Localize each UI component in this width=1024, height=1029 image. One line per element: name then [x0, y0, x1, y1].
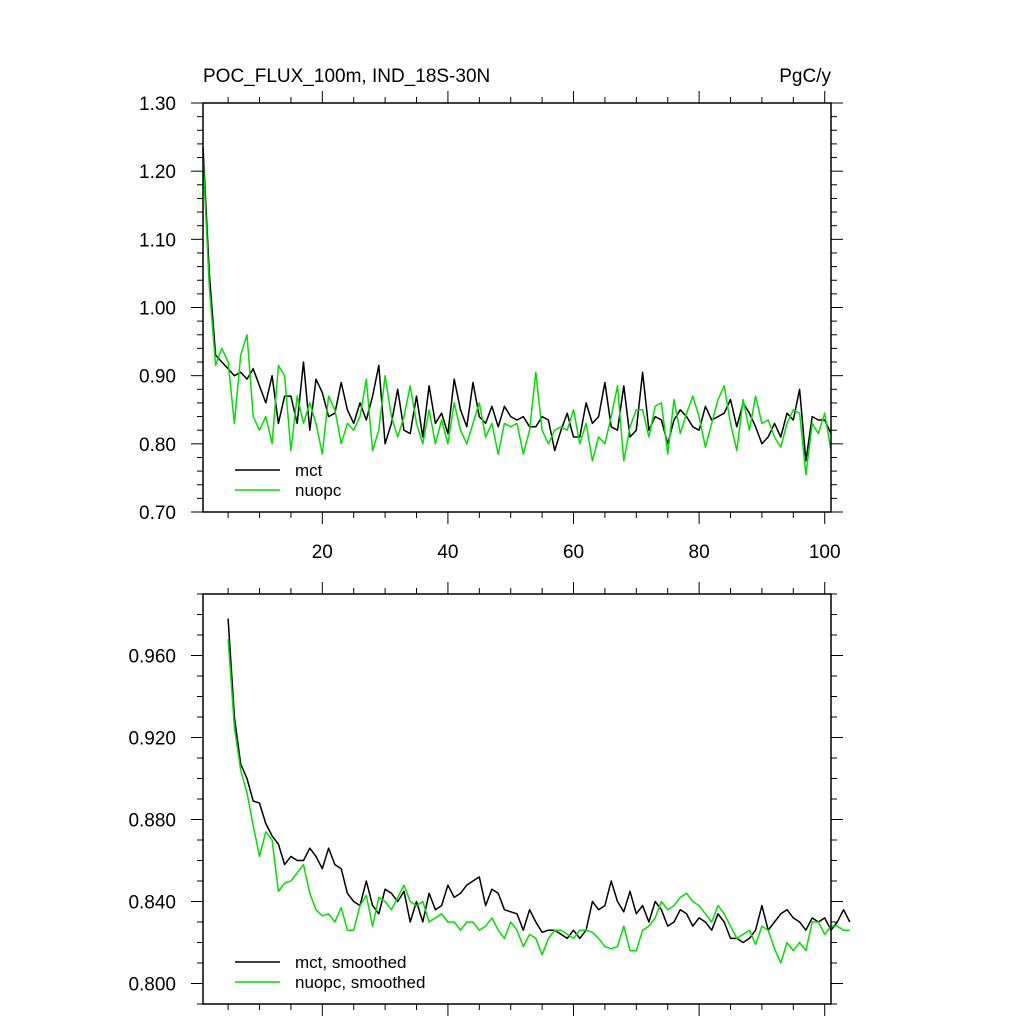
y-tick-label: 0.840	[128, 893, 176, 914]
top-panel-frame	[202, 102, 832, 513]
legend-label-nuopc-smoothed: nuopc, smoothed	[295, 973, 425, 992]
y-tick-label: 1.20	[139, 162, 176, 183]
series-line-nuopc-smoothed	[227, 639, 850, 964]
x-tick-label: 100	[809, 542, 841, 563]
series-line-mct-smoothed	[227, 618, 851, 944]
bottom-panel-frame	[202, 593, 832, 1005]
x-tick-label: 20	[312, 542, 333, 563]
y-tick-label: 1.10	[139, 230, 176, 251]
y-tick-label: 1.00	[139, 299, 176, 320]
legend-label-nuopc: nuopc	[295, 481, 342, 500]
y-tick-label: 0.800	[128, 975, 176, 996]
series-line-mct	[202, 147, 832, 462]
y-tick-label: 0.880	[128, 811, 176, 832]
y-tick-label: 0.70	[139, 503, 176, 524]
chart-title: POC_FLUX_100m, IND_18S-30N	[203, 66, 490, 87]
top-panel: POC_FLUX_100m, IND_18S-30N PgC/y 0.70 0.8…	[139, 66, 843, 563]
y-tick-label: 1.30	[139, 94, 176, 115]
legend-label-mct-smoothed: mct, smoothed	[295, 953, 407, 972]
bottom-panel-series	[227, 618, 851, 964]
bottom-panel: 0.800 0.840 0.880 0.920 0.960 mct, smoothed …	[128, 582, 851, 1016]
bottom-panel-ticks: 0.800 0.840 0.880 0.920 0.960	[128, 582, 843, 1016]
y-tick-label: 0.80	[139, 435, 176, 456]
legend-label-mct: mct	[295, 461, 323, 480]
y-tick-label: 0.920	[128, 729, 176, 750]
series-line-nuopc	[202, 157, 832, 476]
y-tick-label: 0.90	[139, 367, 176, 388]
y-tick-label: 0.960	[128, 647, 176, 668]
top-panel-legend: mct nuopc	[235, 461, 342, 500]
top-panel-series	[202, 147, 832, 476]
x-tick-label: 40	[437, 542, 458, 563]
bottom-panel-legend: mct, smoothed nuopc, smoothed	[235, 953, 425, 992]
x-tick-label: 60	[563, 542, 584, 563]
chart-units: PgC/y	[779, 66, 831, 87]
x-tick-label: 80	[689, 542, 710, 563]
top-panel-ticks: 0.70 0.80 0.90 1.00 1.10 1.20 1.30 20 40 60 80 100	[139, 91, 843, 563]
